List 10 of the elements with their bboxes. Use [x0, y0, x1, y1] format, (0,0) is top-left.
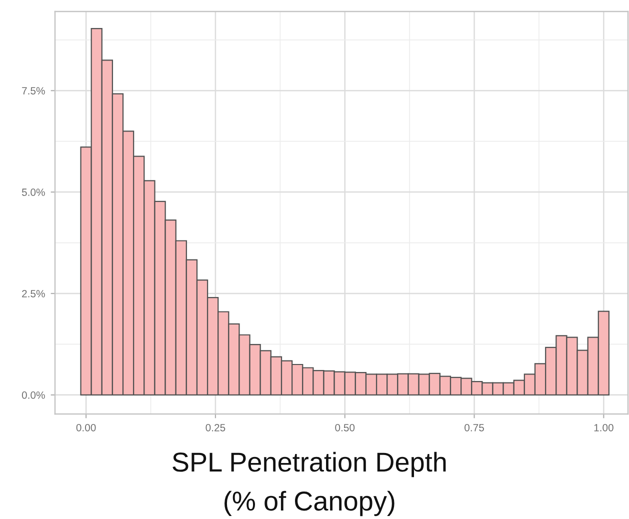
- x-axis-title: SPL Penetration Depth (% of Canopy): [172, 452, 446, 516]
- x-tick-label: 0.25: [206, 424, 226, 432]
- y-tick-label: 7.5%: [22, 87, 45, 94]
- x-tick-label: 1.00: [594, 424, 614, 432]
- y-tick-label: 2.5%: [22, 290, 45, 298]
- x-tick-label: 0.00: [76, 424, 96, 432]
- y-tick-label: 0.0%: [22, 391, 45, 399]
- x-tick-label: 0.50: [335, 424, 355, 432]
- x-tick-label: 0.75: [464, 424, 484, 432]
- y-tick-label: 5.0%: [22, 188, 45, 196]
